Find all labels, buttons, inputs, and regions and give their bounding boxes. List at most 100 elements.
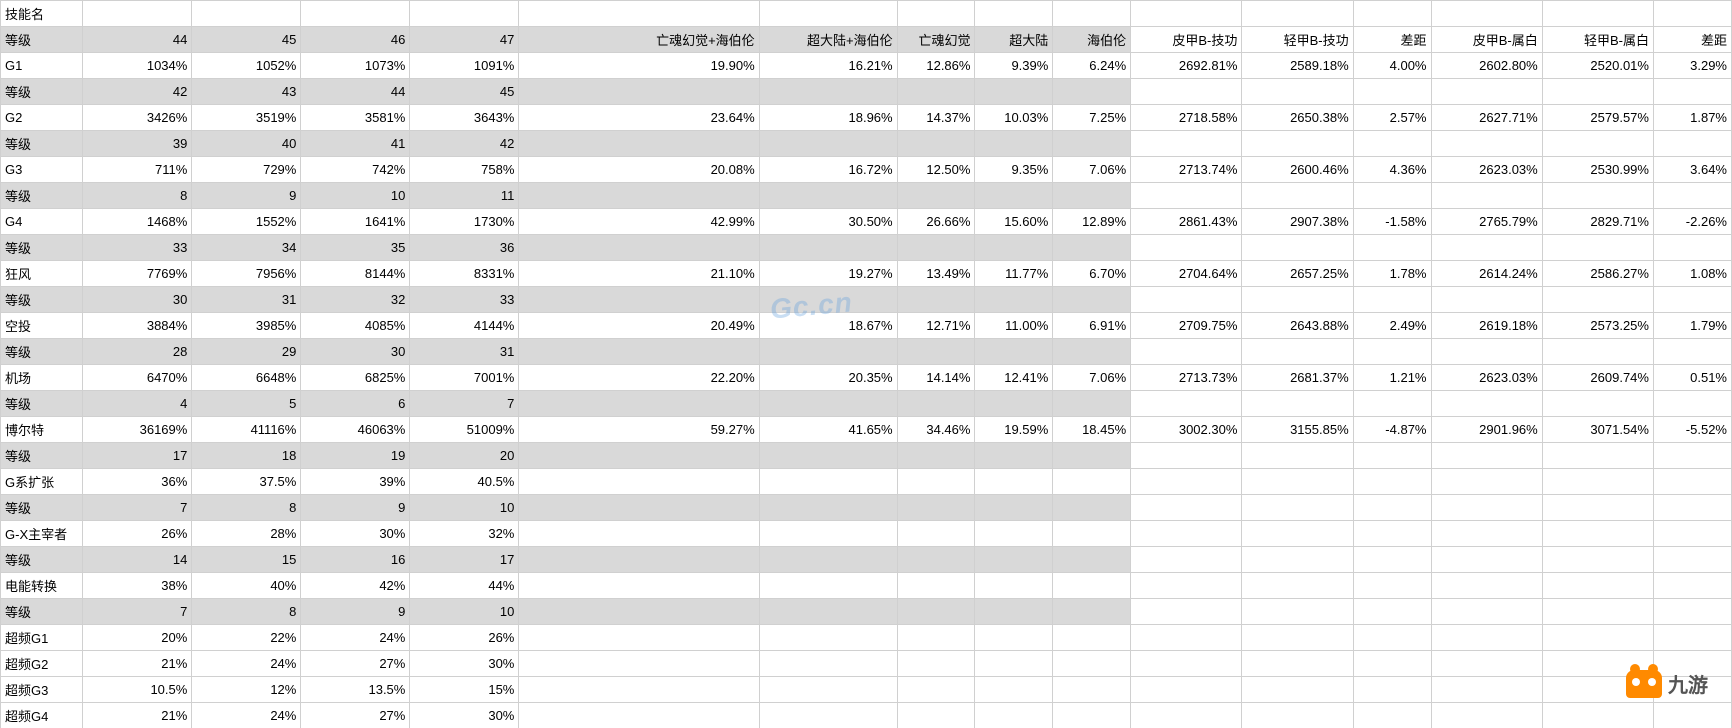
cell xyxy=(1542,547,1653,573)
cell: 59.27% xyxy=(519,417,759,443)
cell: 26.66% xyxy=(897,209,975,235)
cell: 729% xyxy=(192,157,301,183)
cell xyxy=(519,79,759,105)
cell xyxy=(897,521,975,547)
cell xyxy=(759,339,897,365)
cell xyxy=(975,443,1053,469)
cell: 41 xyxy=(301,131,410,157)
cell: 1.78% xyxy=(1353,261,1431,287)
cell xyxy=(1242,495,1353,521)
row-label: 等级 xyxy=(1,391,83,417)
cell xyxy=(759,287,897,313)
cell: 16.21% xyxy=(759,53,897,79)
column-header: 46 xyxy=(301,27,410,53)
cell: 51009% xyxy=(410,417,519,443)
cell xyxy=(759,651,897,677)
cell: 8144% xyxy=(301,261,410,287)
cell xyxy=(1242,1,1353,27)
cell xyxy=(1431,183,1542,209)
cell: 2619.18% xyxy=(1431,313,1542,339)
cell: 12.71% xyxy=(897,313,975,339)
cell xyxy=(519,625,759,651)
cell: 15% xyxy=(410,677,519,703)
cell: 2709.75% xyxy=(1131,313,1242,339)
cell xyxy=(1131,495,1242,521)
cell: 30% xyxy=(410,703,519,728)
cell xyxy=(975,287,1053,313)
cell: 4.36% xyxy=(1353,157,1431,183)
cell: 28 xyxy=(83,339,192,365)
cell xyxy=(1353,443,1431,469)
cell xyxy=(975,599,1053,625)
cell: 12.86% xyxy=(897,53,975,79)
cell xyxy=(1242,703,1353,728)
cell: 4 xyxy=(83,391,192,417)
cell: 32% xyxy=(410,521,519,547)
cell: 30 xyxy=(301,339,410,365)
cell: 14.37% xyxy=(897,105,975,131)
cell xyxy=(1653,443,1731,469)
cell xyxy=(410,1,519,27)
cell: 2600.46% xyxy=(1242,157,1353,183)
column-header: 亡魂幻觉 xyxy=(897,27,975,53)
cell xyxy=(1242,625,1353,651)
cell xyxy=(1131,1,1242,27)
row-label: G3 xyxy=(1,157,83,183)
cell: -4.87% xyxy=(1353,417,1431,443)
cell xyxy=(1542,131,1653,157)
cell xyxy=(1353,235,1431,261)
cell: 2829.71% xyxy=(1542,209,1653,235)
cell: 1.21% xyxy=(1353,365,1431,391)
cell xyxy=(759,469,897,495)
cell xyxy=(519,183,759,209)
cell: 6.91% xyxy=(1053,313,1131,339)
cell xyxy=(1431,79,1542,105)
cell: 7 xyxy=(410,391,519,417)
cell xyxy=(897,391,975,417)
cell xyxy=(975,469,1053,495)
cell xyxy=(1053,1,1131,27)
cell: 8 xyxy=(192,495,301,521)
cell xyxy=(1542,625,1653,651)
cell: 2704.64% xyxy=(1131,261,1242,287)
cell xyxy=(1131,79,1242,105)
cell xyxy=(1353,573,1431,599)
cell xyxy=(1053,287,1131,313)
cell xyxy=(1353,287,1431,313)
cell: 3071.54% xyxy=(1542,417,1653,443)
cell: 42% xyxy=(301,573,410,599)
cell: 28% xyxy=(192,521,301,547)
cell: 24% xyxy=(192,703,301,728)
cell: 4144% xyxy=(410,313,519,339)
cell xyxy=(897,339,975,365)
cell xyxy=(1131,625,1242,651)
cell xyxy=(1242,183,1353,209)
cell: 3519% xyxy=(192,105,301,131)
cell: 9 xyxy=(301,495,410,521)
cell: 19.59% xyxy=(975,417,1053,443)
cell: 37.5% xyxy=(192,469,301,495)
cell: 10 xyxy=(410,599,519,625)
row-label: G4 xyxy=(1,209,83,235)
row-label: G2 xyxy=(1,105,83,131)
cell xyxy=(1242,443,1353,469)
cell: 711% xyxy=(83,157,192,183)
cell xyxy=(1653,287,1731,313)
cell xyxy=(1131,339,1242,365)
cell xyxy=(759,79,897,105)
row-label: G1 xyxy=(1,53,83,79)
cell xyxy=(1053,547,1131,573)
cell: 11.00% xyxy=(975,313,1053,339)
cell xyxy=(1431,131,1542,157)
cell xyxy=(1242,651,1353,677)
cell: 2692.81% xyxy=(1131,53,1242,79)
cell xyxy=(1431,235,1542,261)
cell: 2713.73% xyxy=(1131,365,1242,391)
cell xyxy=(1131,651,1242,677)
cell: 12.41% xyxy=(975,365,1053,391)
cell: 13.49% xyxy=(897,261,975,287)
cell: 6648% xyxy=(192,365,301,391)
cell xyxy=(1653,625,1731,651)
cell: 0.51% xyxy=(1653,365,1731,391)
cell xyxy=(1653,79,1731,105)
